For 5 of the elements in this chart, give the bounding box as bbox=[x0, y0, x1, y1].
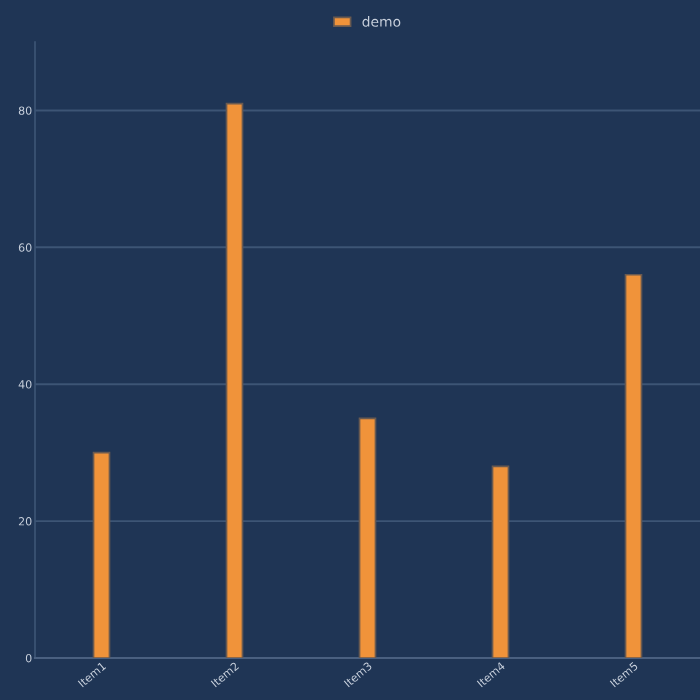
bar bbox=[624, 273, 643, 658]
bar bbox=[92, 451, 111, 658]
bar bbox=[358, 417, 377, 658]
bar bbox=[491, 465, 510, 658]
bar bbox=[225, 102, 244, 658]
